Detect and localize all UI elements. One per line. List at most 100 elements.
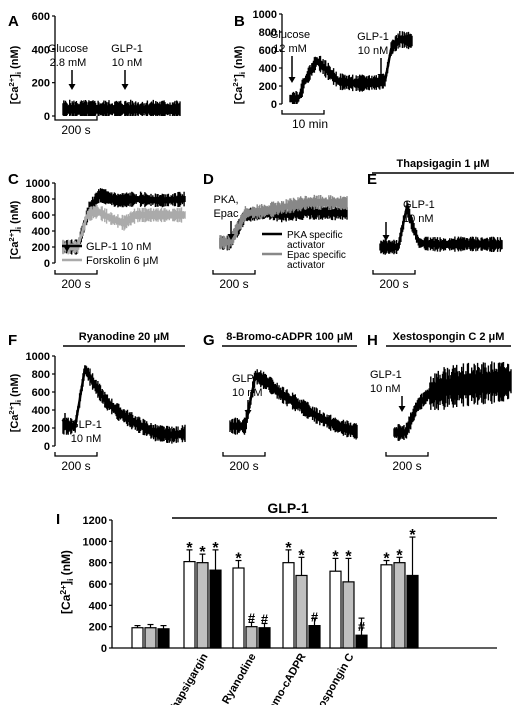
annotation-glp1: GLP-1 bbox=[111, 43, 143, 55]
panel-d bbox=[212, 194, 348, 275]
significance-star: * bbox=[235, 551, 242, 568]
scale-bar-label: 200 s bbox=[219, 277, 248, 291]
annotation-glp1-conc: 10 nM bbox=[112, 57, 143, 69]
y-tick-label: 0 bbox=[44, 111, 50, 123]
panel-letter-b: B bbox=[234, 13, 245, 30]
scale-bar-label: 200 s bbox=[379, 277, 408, 291]
y-tick-label: 600 bbox=[32, 210, 50, 222]
legend-label-pka-2: activator bbox=[287, 240, 325, 251]
y-tick-label: 0 bbox=[271, 99, 277, 111]
bar bbox=[393, 562, 406, 649]
panel-letter-c: C bbox=[8, 171, 19, 188]
significance-hash: # bbox=[261, 612, 269, 627]
annotation-glp1: GLP-1 bbox=[232, 373, 264, 385]
annotation-glp1-conc: 10 nM bbox=[403, 213, 434, 225]
bar bbox=[209, 569, 222, 649]
panel-letter-e: E bbox=[367, 171, 377, 188]
y-tick-label: 0 bbox=[101, 643, 107, 655]
category-label: Ryanodine bbox=[220, 652, 259, 705]
panel-letter-g: G bbox=[203, 332, 215, 349]
significance-star: * bbox=[409, 527, 416, 544]
panel-letter-a: A bbox=[8, 13, 19, 30]
y-tick-label: 600 bbox=[32, 11, 50, 23]
panel-a bbox=[52, 15, 181, 121]
trace-line-1 bbox=[394, 380, 512, 434]
panel-g bbox=[222, 345, 358, 457]
treatment-label: Xestospongin C 2 μM bbox=[393, 331, 505, 343]
bar bbox=[295, 574, 308, 649]
y-tick-label: 0 bbox=[44, 258, 50, 270]
y-tick-label: 0 bbox=[44, 441, 50, 453]
panel-b bbox=[279, 13, 413, 115]
y-tick-label: 200 bbox=[89, 622, 107, 634]
y-tick-label: 400 bbox=[89, 600, 107, 612]
y-tick-label: 1200 bbox=[83, 515, 107, 527]
annotation-glp1-conc: 10 nM bbox=[358, 45, 389, 57]
panel-c bbox=[52, 182, 186, 275]
scale-bar bbox=[281, 110, 325, 115]
trace-line-1 bbox=[230, 373, 358, 433]
arrow-glucose-head bbox=[288, 77, 296, 83]
legend-label-epac: Epac specific bbox=[287, 250, 346, 261]
category-label: 8-Bromo-cADPR bbox=[255, 651, 309, 705]
scale-bar-label: 10 min bbox=[292, 117, 328, 131]
treatment-label: Ryanodine 20 μM bbox=[79, 331, 169, 343]
significance-hash: # bbox=[248, 611, 256, 626]
significance-star: * bbox=[345, 548, 352, 565]
arrow-glp1-head bbox=[61, 420, 69, 426]
annotation-pka: PKA, bbox=[213, 194, 238, 206]
y-tick-label: 400 bbox=[32, 44, 50, 56]
y-tick-label: 1000 bbox=[26, 178, 50, 190]
significance-star: * bbox=[186, 540, 193, 557]
panel-letter-d: D bbox=[203, 171, 214, 188]
annotation-glp1: GLP-1 bbox=[403, 199, 435, 211]
bar bbox=[329, 570, 342, 649]
category-label: Xestospongin C bbox=[304, 651, 356, 705]
y-axis-label: [Ca2+]i (nM) bbox=[58, 550, 75, 614]
y-tick-label: 200 bbox=[32, 423, 50, 435]
trace-line-2 bbox=[63, 209, 185, 249]
scale-bar bbox=[212, 270, 256, 275]
scale-bar bbox=[385, 452, 429, 457]
trace-line-1 bbox=[290, 37, 413, 100]
scale-bar bbox=[54, 270, 98, 275]
bar bbox=[232, 567, 245, 649]
panel-i bbox=[109, 517, 497, 649]
legend-label-pka: PKA specific bbox=[287, 230, 343, 241]
treatment-label: 8-Bromo-cADPR 100 μM bbox=[226, 331, 353, 343]
scale-bar bbox=[222, 452, 266, 457]
scale-bar bbox=[372, 270, 416, 275]
scale-bar-label: 200 s bbox=[392, 459, 421, 473]
bar bbox=[308, 624, 321, 649]
annotation-glp1-conc: 10 nM bbox=[232, 387, 263, 399]
trace-line-2 bbox=[220, 201, 347, 244]
y-tick-label: 600 bbox=[259, 45, 277, 57]
significance-star: * bbox=[199, 544, 206, 561]
trace-noise-1 bbox=[393, 361, 512, 441]
y-tick-label: 600 bbox=[89, 579, 107, 591]
bar bbox=[342, 581, 355, 649]
annotation-glp1-conc: 10 nM bbox=[71, 433, 102, 445]
annotation-glucose-conc: 2.8 mM bbox=[50, 57, 87, 69]
trace-line-1 bbox=[63, 368, 186, 437]
category-label: Thapsigargin bbox=[166, 651, 211, 705]
arrow-glp1-head bbox=[121, 84, 129, 90]
annotation-glp1-conc: 10 nM bbox=[370, 383, 401, 395]
annotation-epac: Epac bbox=[213, 208, 239, 220]
panel-letter-i: I bbox=[56, 511, 60, 528]
significance-star: * bbox=[383, 551, 390, 568]
bar bbox=[380, 564, 393, 649]
scale-bar-label: 200 s bbox=[61, 123, 90, 137]
trace-line-1 bbox=[380, 203, 502, 249]
annotation-glp1: GLP-1 bbox=[357, 31, 389, 43]
panel-letter-f: F bbox=[8, 332, 17, 349]
arrow-glp1-head bbox=[382, 235, 390, 241]
y-tick-label: 200 bbox=[32, 78, 50, 90]
bar bbox=[131, 627, 144, 649]
annotation-glp1: GLP-1 bbox=[370, 369, 402, 381]
y-axis-label: [Ca2+]i (nM) bbox=[7, 373, 23, 432]
scale-bar-label: 200 s bbox=[61, 459, 90, 473]
annotation-glucose: Glucose bbox=[270, 29, 310, 41]
significance-star: * bbox=[396, 547, 403, 564]
